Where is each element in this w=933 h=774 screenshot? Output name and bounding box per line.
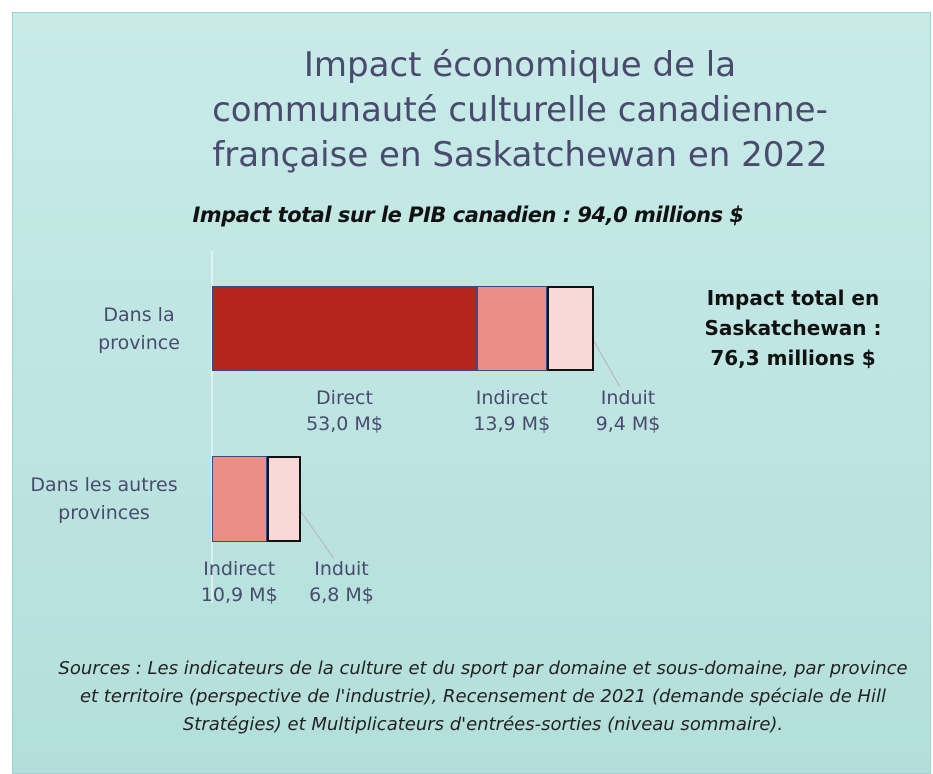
value-label: 9,4 M$ [595,413,661,435]
data-label: Induit 9,4 M$ [568,385,688,437]
value-label: 10,9 M$ [200,584,278,606]
series-name: Direct [316,387,373,409]
value-label: 6,8 M$ [309,584,374,606]
annotation: Impact total en Saskatchewan : 76,3 mill… [704,286,882,370]
leader-line [299,510,335,559]
chart-subtitle: Impact total sur le PIB canadien : 94,0 … [192,203,744,227]
series-name: Indirect [475,387,548,409]
data-label: Direct 53,0 M$ [285,385,405,437]
source-note: Sources : Les indicateurs de la culture … [58,658,908,735]
series-name: Indirect [203,558,276,580]
bar-segment [212,286,477,371]
bar-segment [546,286,594,371]
data-label: Indirect 13,9 M$ [452,385,572,437]
series-name: Induit [600,387,656,409]
bar-segment [212,456,267,542]
chart-title: Impact économique de la communauté cultu… [212,45,828,175]
series-name: Induit [314,558,369,580]
value-label: 53,0 M$ [306,413,383,435]
leader-line [592,340,621,388]
chart: Impact économique de la communauté cultu… [12,12,931,774]
data-label: Indirect 10,9 M$ [179,556,299,608]
bar-segment [477,286,547,371]
value-label: 13,9 M$ [473,413,551,435]
bar-segment [266,456,301,542]
category-label: Dans la province [98,303,180,354]
category-label: Dans les autres provinces [30,474,178,524]
data-label: Induit 6,8 M$ [282,556,402,608]
